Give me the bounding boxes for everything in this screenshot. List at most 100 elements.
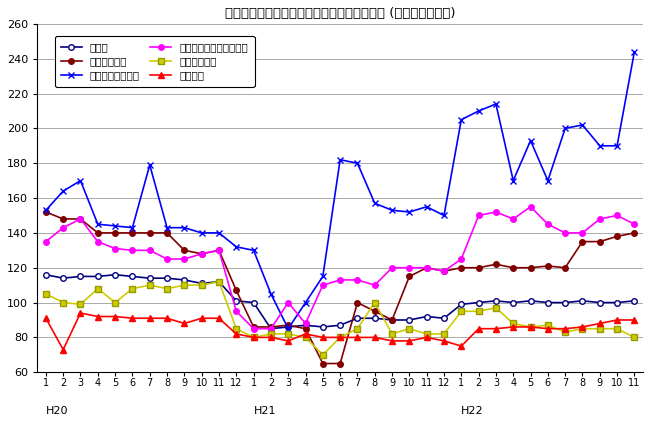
化学工業 — [630, 317, 638, 322]
鉱工業 — [129, 274, 136, 279]
情報通信機械工業 — [129, 225, 136, 230]
輸送機械工業 — [630, 335, 638, 340]
鉱工業 — [561, 300, 569, 305]
Line: 電子部品・デバイス工業: 電子部品・デバイス工業 — [43, 204, 637, 332]
電子部品・デバイス工業 — [215, 248, 223, 253]
電子部品・デバイス工業 — [371, 283, 379, 288]
化学工業 — [284, 338, 292, 343]
情報通信機械工業 — [388, 208, 396, 213]
一般機械工業 — [596, 239, 604, 244]
情報通信機械工業 — [336, 157, 344, 162]
鉱工業 — [215, 279, 223, 284]
情報通信機械工業 — [510, 178, 517, 183]
電子部品・デバイス工業 — [578, 231, 586, 236]
化学工業 — [440, 338, 448, 343]
化学工業 — [42, 316, 50, 321]
鉱工業 — [250, 300, 257, 305]
鉱工業 — [284, 324, 292, 330]
情報通信機械工業 — [440, 213, 448, 218]
一般機械工業 — [146, 231, 153, 236]
輸送機械工業 — [233, 326, 240, 331]
化学工業 — [526, 324, 534, 330]
電子部品・デバイス工業 — [458, 256, 465, 261]
電子部品・デバイス工業 — [111, 246, 119, 251]
化学工業 — [492, 326, 500, 331]
輸送機械工業 — [613, 326, 621, 331]
鉱工業 — [233, 298, 240, 303]
一般機械工業 — [422, 265, 430, 270]
鉱工業 — [94, 274, 101, 279]
化学工業 — [578, 324, 586, 330]
一般機械工業 — [354, 300, 361, 305]
一般機械工業 — [181, 248, 188, 253]
鉱工業 — [596, 300, 604, 305]
輸送機械工業 — [94, 286, 101, 291]
情報通信機械工業 — [526, 138, 534, 143]
情報通信機械工業 — [94, 222, 101, 227]
輸送機械工業 — [163, 286, 171, 291]
化学工業 — [181, 321, 188, 326]
Line: 情報通信機械工業: 情報通信機械工業 — [42, 48, 638, 332]
情報通信機械工業 — [406, 209, 413, 214]
鉱工業 — [302, 323, 309, 328]
化学工業 — [163, 316, 171, 321]
化学工業 — [406, 338, 413, 343]
電子部品・デバイス工業 — [388, 265, 396, 270]
一般機械工業 — [233, 288, 240, 293]
化学工業 — [354, 335, 361, 340]
情報通信機械工業 — [492, 102, 500, 107]
鉱工業 — [422, 314, 430, 319]
輸送機械工業 — [354, 326, 361, 331]
電子部品・デバイス工業 — [510, 217, 517, 222]
情報通信機械工業 — [474, 108, 482, 113]
鉱工業 — [181, 277, 188, 283]
電子部品・デバイス工業 — [492, 209, 500, 214]
鉱工業 — [198, 281, 205, 286]
化学工業 — [596, 321, 604, 326]
一般機械工業 — [59, 217, 67, 222]
鉱工業 — [59, 276, 67, 281]
化学工業 — [267, 335, 275, 340]
情報通信機械工業 — [233, 244, 240, 250]
情報通信機械工業 — [302, 300, 309, 305]
鉱工業 — [510, 300, 517, 305]
化学工業 — [215, 316, 223, 321]
電子部品・デバイス工業 — [77, 217, 85, 222]
化学工業 — [422, 335, 430, 340]
化学工業 — [613, 317, 621, 322]
化学工業 — [77, 310, 85, 316]
輸送機械工業 — [458, 309, 465, 314]
輸送機械工業 — [388, 331, 396, 336]
化学工業 — [233, 331, 240, 336]
一般機械工業 — [163, 231, 171, 236]
電子部品・デバイス工業 — [336, 277, 344, 283]
一般機械工業 — [42, 209, 50, 214]
情報通信機械工業 — [561, 126, 569, 131]
輸送機械工業 — [146, 283, 153, 288]
化学工業 — [336, 335, 344, 340]
鉱工業 — [406, 317, 413, 322]
化学工業 — [458, 343, 465, 349]
電子部品・デバイス工業 — [526, 204, 534, 209]
Text: H22: H22 — [462, 406, 484, 416]
一般機械工業 — [77, 217, 85, 222]
電子部品・デバイス工業 — [129, 248, 136, 253]
Line: 一般機械工業: 一般機械工業 — [43, 209, 637, 366]
化学工業 — [561, 326, 569, 331]
輸送機械工業 — [440, 331, 448, 336]
情報通信機械工業 — [59, 189, 67, 194]
輸送機械工業 — [215, 279, 223, 284]
輸送機械工業 — [492, 305, 500, 310]
鉱工業 — [354, 316, 361, 321]
化学工業 — [388, 338, 396, 343]
電子部品・デバイス工業 — [474, 213, 482, 218]
電子部品・デバイス工業 — [198, 251, 205, 256]
電子部品・デバイス工業 — [146, 248, 153, 253]
化学工業 — [371, 335, 379, 340]
鉱工業 — [267, 326, 275, 331]
輸送機械工業 — [526, 324, 534, 330]
情報通信機械工業 — [42, 208, 50, 213]
輸送機械工業 — [596, 326, 604, 331]
一般機械工業 — [526, 265, 534, 270]
輸送機械工業 — [578, 326, 586, 331]
